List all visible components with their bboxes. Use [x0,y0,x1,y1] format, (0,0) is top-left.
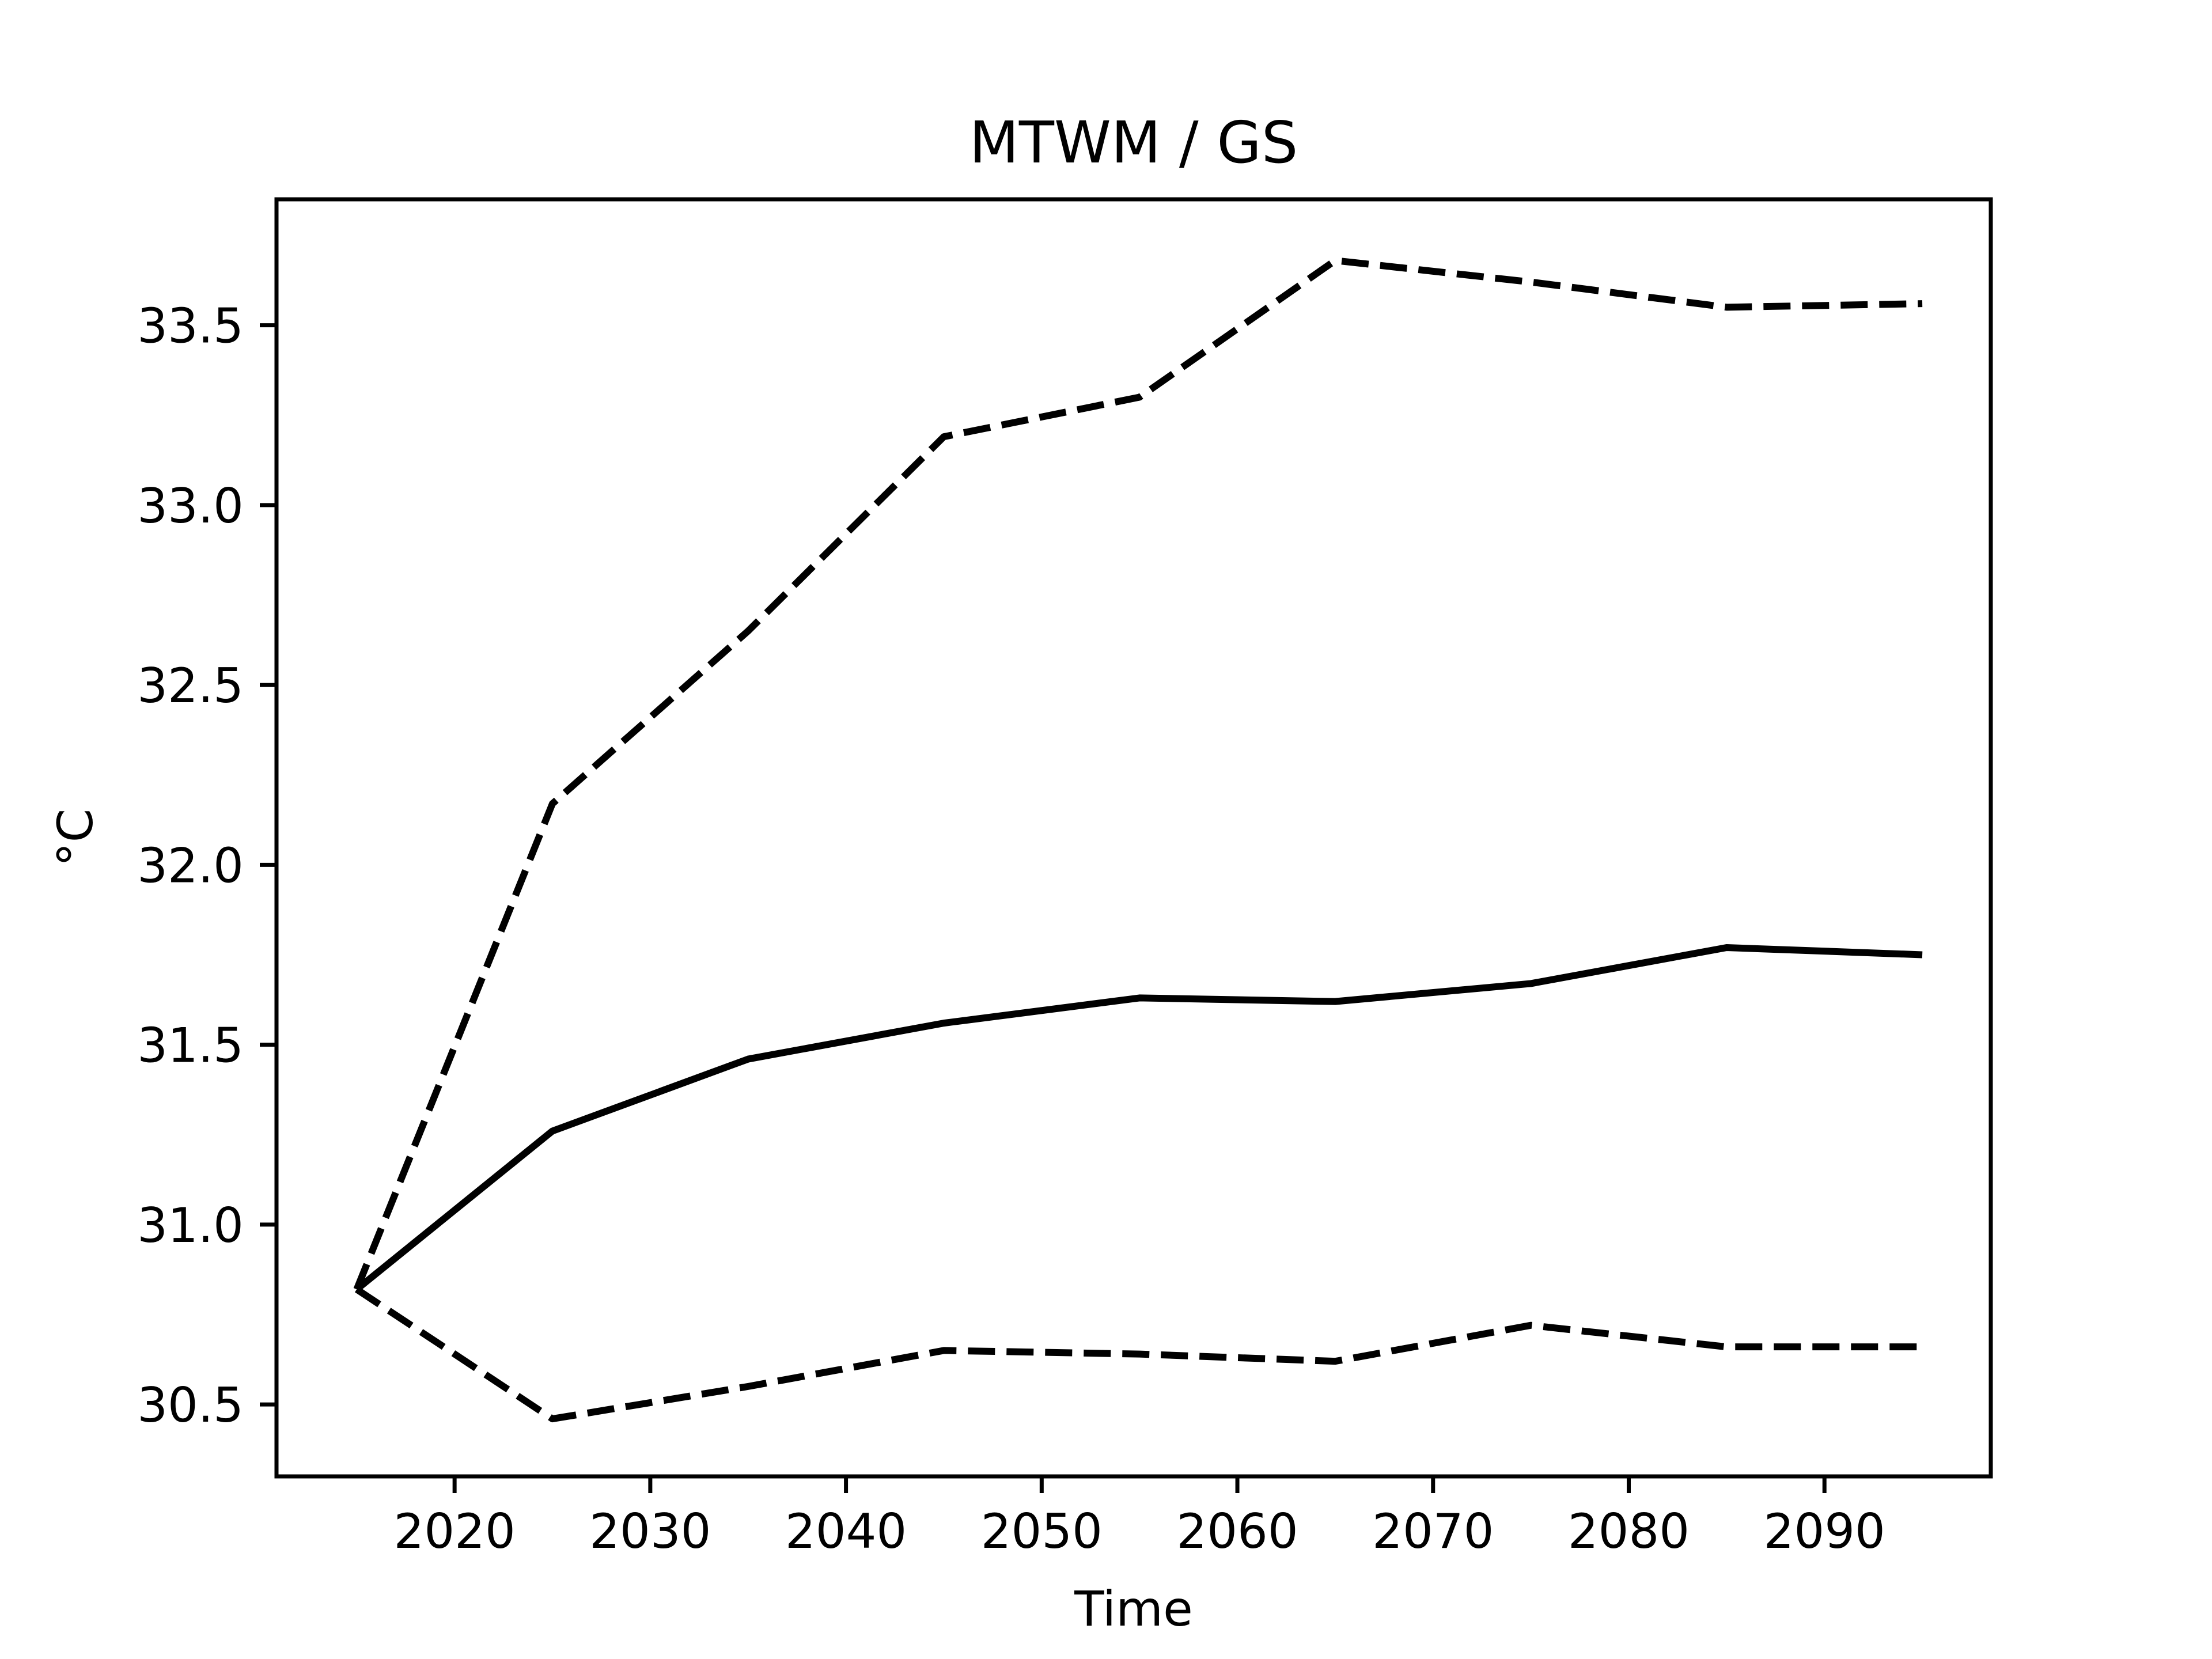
y-tick-label: 30.5 [137,1377,244,1433]
y-axis-label: °C [47,809,104,867]
y-tick-label: 32.5 [137,658,244,714]
x-axis-ticks: 2020 2030 2040 2050 2060 2070 2080 2090 [394,1476,1885,1559]
x-tick-label: 2050 [981,1503,1103,1559]
x-tick-label: 2020 [394,1503,516,1559]
x-tick-label: 2060 [1176,1503,1298,1559]
x-tick-label: 2040 [785,1503,907,1559]
y-tick-label: 31.5 [137,1018,244,1074]
y-tick-label: 33.0 [137,478,244,534]
x-tick-label: 2070 [1372,1503,1494,1559]
plot-area-border [274,197,1993,1479]
x-tick-label: 2080 [1568,1503,1690,1559]
series-solid-mean-line [354,944,1923,1292]
y-tick-label: 31.0 [137,1198,244,1253]
x-axis-label: Time [1074,1581,1193,1637]
y-tick-label: 32.0 [137,838,244,893]
chart-title: MTWM / GS [969,109,1298,176]
y-tick-label: 33.5 [137,298,244,354]
series-lower-dashed-min-line [354,1286,1923,1423]
y-axis-ticks: 30.5 31.0 31.5 32.0 32.5 33.0 33.5 [137,298,276,1433]
series-lines [353,257,1923,1423]
x-tick-label: 2090 [1764,1503,1885,1559]
series-upper-dashed-max-line [353,257,1923,1291]
x-tick-label: 2030 [589,1503,711,1559]
